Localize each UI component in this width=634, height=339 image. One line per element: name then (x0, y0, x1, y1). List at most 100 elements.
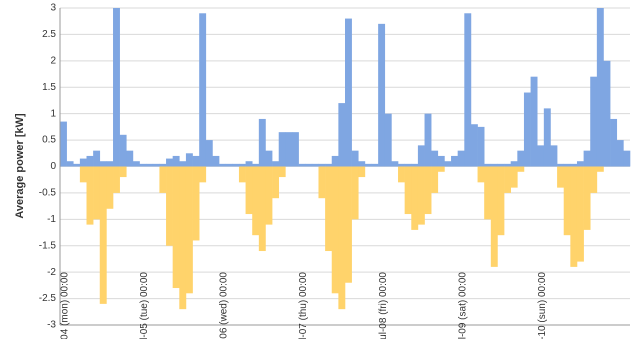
bar (205, 140, 213, 167)
y-tick-label: -2.5 (39, 293, 57, 304)
bar (417, 145, 425, 167)
bar (510, 161, 518, 167)
bar (364, 163, 372, 167)
bar (318, 163, 326, 167)
bar (596, 8, 604, 167)
bar (404, 163, 412, 167)
bar (225, 163, 233, 167)
bar (417, 166, 425, 225)
bar (411, 163, 419, 167)
bar (252, 166, 260, 236)
bar (384, 113, 392, 167)
bar (338, 166, 346, 310)
bar (272, 161, 280, 167)
y-tick-label: -2 (47, 267, 56, 278)
bar (590, 76, 598, 167)
bar (192, 155, 200, 167)
bar (484, 163, 492, 167)
x-tick-label: jul-10 (sun) 00:00 (537, 272, 548, 339)
bar (557, 163, 565, 167)
x-tick-label: jul-08 (fri) 00:00 (378, 272, 389, 339)
bar (351, 150, 359, 167)
bar (86, 155, 94, 167)
y-tick-label: 1.5 (42, 82, 56, 93)
bar (238, 166, 246, 183)
bar (73, 163, 81, 167)
bar (119, 166, 127, 178)
bar (616, 140, 624, 167)
bar (398, 166, 405, 183)
bar (318, 166, 326, 199)
bar (358, 161, 366, 167)
bar (576, 161, 584, 167)
bar (172, 166, 180, 289)
bar (126, 150, 134, 167)
bar (523, 92, 531, 167)
bar (79, 166, 87, 183)
bar (245, 161, 253, 167)
bar (437, 155, 445, 167)
bar (113, 166, 120, 193)
bar (570, 166, 578, 267)
bar (391, 161, 399, 167)
bar (497, 166, 505, 236)
bar (457, 150, 465, 167)
bar (477, 166, 485, 183)
bar (325, 166, 333, 252)
bar (484, 166, 492, 220)
bar (278, 166, 286, 178)
bar (265, 150, 273, 167)
bar (431, 166, 439, 193)
bar (358, 166, 366, 178)
bar (530, 76, 538, 167)
bar (139, 163, 147, 167)
bar (146, 163, 154, 167)
bar (596, 166, 604, 172)
bar (444, 161, 452, 167)
bar (424, 166, 432, 215)
bar (497, 163, 505, 167)
bar (179, 166, 187, 310)
bar (583, 166, 591, 230)
bar (331, 166, 339, 294)
bar (166, 158, 173, 167)
bar (305, 163, 313, 167)
bar (113, 8, 120, 167)
bar (298, 163, 306, 167)
bar (345, 18, 352, 167)
bar (219, 163, 226, 167)
bar (464, 13, 472, 167)
bar (490, 163, 498, 167)
bar (93, 150, 101, 167)
bar (470, 124, 478, 167)
bar (331, 155, 339, 167)
y-tick-label: 1 (50, 108, 56, 119)
bar (504, 166, 511, 193)
y-tick-label: 3 (50, 3, 56, 14)
bar (570, 163, 578, 167)
x-tick-label: jul-09 (sat) 00:00 (457, 272, 468, 339)
bar (510, 166, 518, 188)
bar (258, 166, 266, 252)
x-tick-label: jul-05 (tue) 00:00 (139, 272, 150, 339)
y-tick-label: -1.5 (39, 240, 57, 251)
y-tick-label: 0.5 (42, 135, 56, 146)
bar (232, 163, 240, 167)
bar (86, 166, 94, 225)
bar (99, 161, 107, 167)
bar (192, 166, 200, 241)
bar (371, 163, 379, 167)
bar (537, 145, 545, 167)
x-tick-label: jul-04 (mon) 00:00 (60, 272, 71, 339)
bar (404, 166, 412, 215)
bar (285, 132, 293, 167)
bar (590, 166, 598, 193)
bar (576, 166, 584, 262)
bar (79, 158, 87, 167)
bar (106, 161, 114, 167)
y-tick-label: 2 (50, 55, 56, 66)
bar (378, 23, 386, 167)
bar (258, 118, 266, 167)
y-tick-label: -3 (47, 320, 56, 331)
